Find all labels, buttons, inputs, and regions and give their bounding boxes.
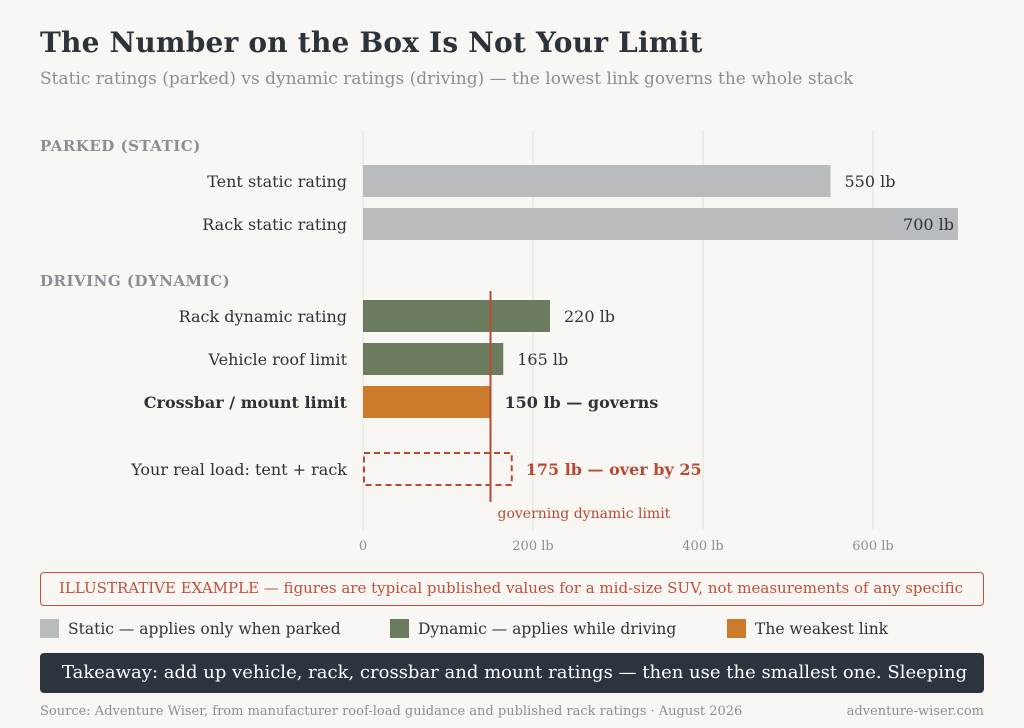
value-label-vehicle-roof-limit: 165 lb (517, 350, 568, 369)
bar-tent-static-rating (363, 165, 831, 197)
reference-line-label: governing dynamic limit (498, 506, 671, 522)
category-label-tent-static-rating: Tent static rating (207, 172, 347, 191)
category-label-crossbar-mount-limit: Crossbar / mount limit (144, 393, 348, 412)
category-label-real-load: Your real load: tent + rack (130, 460, 347, 479)
chart-title: The Number on the Box Is Not Your Limit (40, 26, 703, 59)
group-label-driving-dynamic: DRIVING (DYNAMIC) (40, 272, 230, 290)
x-tick-label-400: 400 lb (682, 539, 723, 554)
value-label-crossbar-mount-limit: 150 lb — governs (505, 393, 659, 412)
bar-rack-static-rating (363, 208, 958, 240)
chart-subtitle: Static ratings (parked) vs dynamic ratin… (40, 69, 854, 89)
bar-vehicle-roof-limit (363, 343, 504, 375)
x-tick-label-0: 0 (359, 539, 367, 554)
x-tick-label-200: 200 lb (512, 539, 553, 554)
legend-item-static: Static — applies only when parked (40, 619, 341, 638)
legend-label-static: Static — applies only when parked (68, 619, 341, 638)
category-label-vehicle-roof-limit: Vehicle roof limit (208, 350, 348, 369)
legend-swatch-static (40, 619, 59, 638)
site-url: adventure-wiser.com (846, 704, 984, 719)
x-tick-label-600: 600 lb (852, 539, 893, 554)
bar-rack-dynamic-rating (363, 300, 550, 332)
category-label-rack-static-rating: Rack static rating (202, 215, 347, 234)
illustrative-notice: ILLUSTRATIVE EXAMPLE — figures are typic… (40, 572, 984, 606)
bar-crossbar-mount-limit (363, 386, 491, 418)
source-note: Source: Adventure Wiser, from manufactur… (40, 704, 743, 719)
value-label-rack-dynamic-rating: 220 lb (564, 307, 615, 326)
legend-swatch-dynamic (390, 619, 409, 638)
legend-label-weakest: The weakest link (755, 619, 889, 638)
legend-item-weakest: The weakest link (727, 619, 888, 638)
bar-chart: 0 200 lb 400 lb 600 lb PARKED (STATIC) Tent s… (40, 130, 958, 554)
group-label-parked-static: PARKED (STATIC) (40, 137, 201, 155)
category-label-rack-dynamic-rating: Rack dynamic rating (179, 307, 347, 326)
bar-real-load (363, 452, 513, 486)
value-label-tent-static-rating: 550 lb (845, 172, 896, 191)
legend-item-dynamic: Dynamic — applies while driving (390, 619, 676, 638)
legend-swatch-weakest (727, 619, 746, 638)
takeaway-banner: Takeaway: add up vehicle, rack, crossbar… (40, 653, 984, 693)
value-label-real-load: 175 lb — over by 25 (526, 460, 702, 479)
legend-label-dynamic: Dynamic — applies while driving (418, 619, 677, 638)
value-label-rack-static-rating: 700 lb (903, 215, 954, 234)
